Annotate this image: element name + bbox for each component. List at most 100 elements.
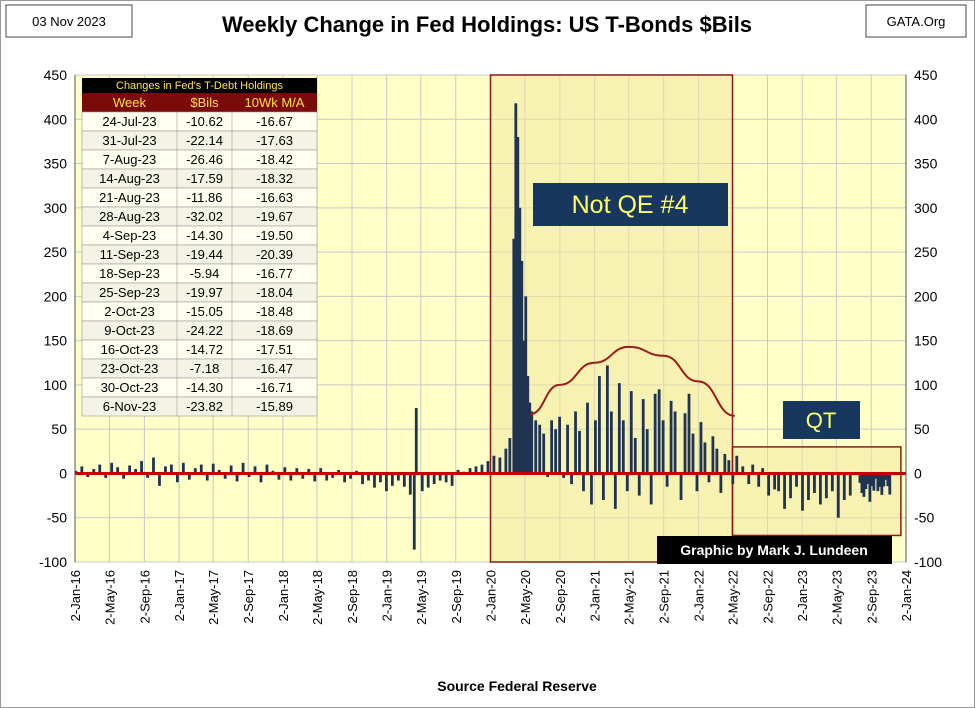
y-tick-label-left: 250 [44,244,68,260]
bar [373,473,376,488]
source-tag: GATA.Org [887,14,946,29]
chart-title: Weekly Change in Fed Holdings: US T-Bond… [222,12,752,37]
bar [586,402,589,474]
bar [633,438,637,474]
bar [605,365,609,474]
bar [98,464,102,474]
bar [265,464,269,474]
table-cell: 18-Sep-23 [99,266,160,281]
bar [379,473,382,483]
bar [530,411,534,474]
bar [683,413,687,474]
bar [807,473,810,501]
bar [385,473,388,492]
bar [613,473,617,509]
table-cell: -19.44 [186,247,223,262]
bar [229,465,233,474]
bar [665,473,669,487]
table-header-cell: 10Wk M/A [245,95,305,110]
bar [223,473,227,479]
source-footer: Source Federal Reserve [437,678,597,694]
date-box [5,4,133,38]
table-cell: 14-Aug-23 [99,171,160,186]
bar [773,473,777,490]
bar [669,400,673,474]
bar [152,457,155,474]
bar [711,436,715,474]
y-tick-label-right: 300 [914,200,938,216]
bar [558,416,562,474]
bar [211,463,215,474]
qt-label: QT [806,408,837,433]
bar [486,461,490,474]
table-cell: -18.32 [256,171,293,186]
bar [193,468,197,474]
bar [158,473,161,486]
bar [657,389,661,474]
bar [848,473,852,496]
table-cell: 11-Sep-23 [100,247,160,262]
table-cell: -18.48 [256,304,293,319]
y-tick-label-right: 200 [914,288,938,304]
table-header-bg [82,93,317,112]
bar [522,340,526,474]
x-tick-label: 2-May-20 [518,570,533,625]
x-tick-label: 2-Sep-18 [345,570,360,623]
bar [432,473,436,485]
bar [116,467,120,474]
bar [751,464,755,474]
y-tick-label-right: -100 [914,554,942,570]
bar [325,473,329,481]
table-cell: -23.82 [186,399,223,414]
bar [637,473,641,496]
bar [241,462,245,474]
bar [426,473,430,488]
bar [450,473,454,486]
bar [554,429,558,474]
bar [649,473,653,505]
bar [813,473,816,493]
bar [307,469,311,474]
bar [621,420,625,474]
not-qe-label: Not QE #4 [572,191,689,219]
x-tick-label: 2-Sep-23 [864,570,879,623]
table-cell: 6-Nov-23 [103,399,156,414]
bar [492,455,496,474]
bar [574,411,577,474]
bar [566,424,569,474]
bar [170,464,173,474]
date-label: 03 Nov 2023 [32,14,106,29]
bar [590,473,593,505]
bar [653,393,657,474]
table-cell: -32.02 [186,209,223,224]
x-tick-label: 2-Jan-19 [380,570,395,621]
bar [277,473,281,480]
bar [886,473,890,487]
bar [872,473,876,491]
table-cell: -16.63 [256,190,293,205]
bar [199,464,203,474]
bar [140,461,143,474]
bar [870,473,874,487]
bar [122,473,126,479]
bar [777,473,780,492]
bar [498,457,502,474]
bar [741,466,745,474]
table-cell: -18.04 [256,285,293,300]
bar [181,462,185,474]
table-cell: -16.71 [256,380,293,395]
bar [818,473,822,505]
bar [550,420,554,474]
table-cell: 24-Jul-23 [102,114,156,129]
bar [420,473,424,492]
y-tick-label-right: 350 [914,156,938,172]
bar [259,473,263,483]
credit-box [657,536,892,564]
bar [319,468,323,474]
bar [830,473,834,492]
bar [289,473,293,481]
x-tick-label: 2-May-18 [310,570,325,625]
y-tick-label-right: 100 [914,377,938,393]
credit-label: Graphic by Mark J. Lundeen [680,542,868,558]
table-cell: -17.51 [256,342,293,357]
